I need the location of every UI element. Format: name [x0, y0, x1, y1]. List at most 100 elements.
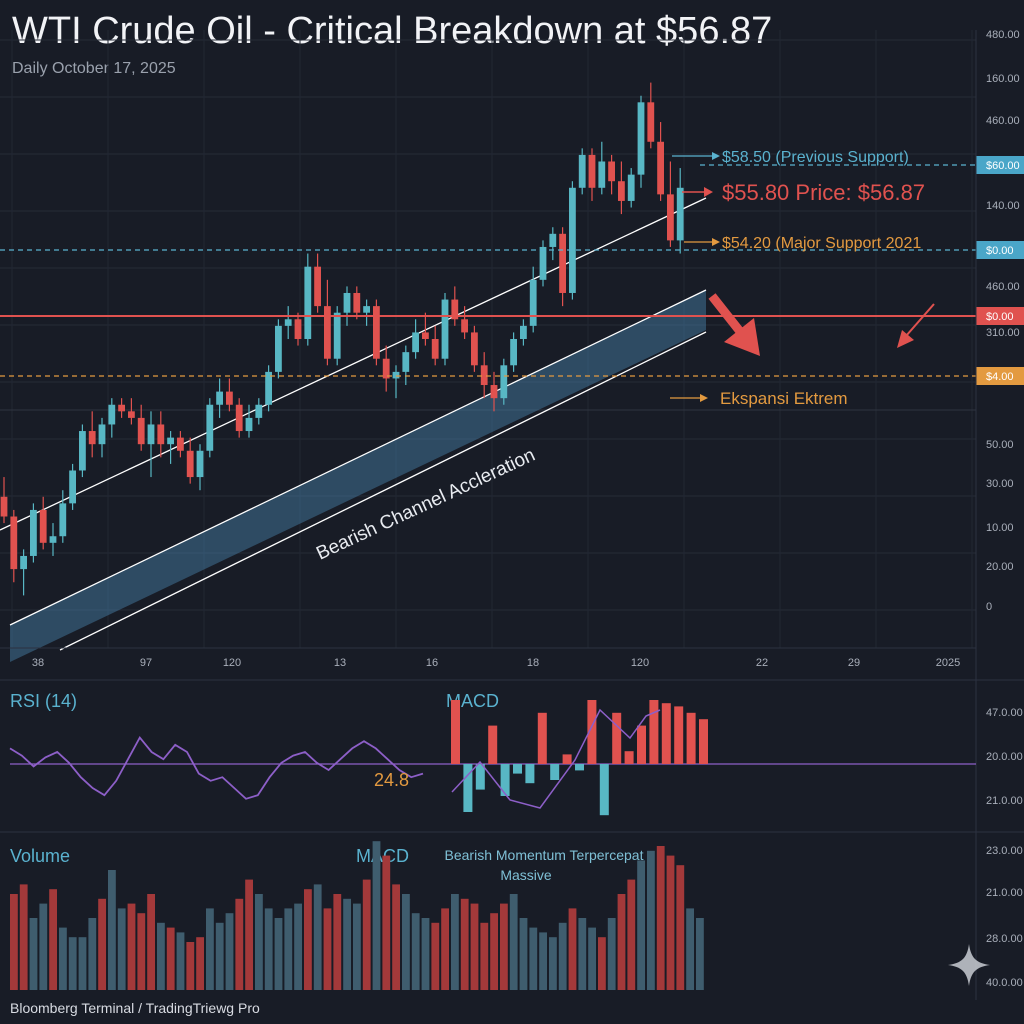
rsi-title: RSI (14): [10, 691, 77, 711]
candle-body: [647, 102, 655, 142]
macd-bar: [661, 703, 671, 764]
volume-bar: [117, 908, 126, 990]
level-label-previous-support: $58.50 (Previous Support): [722, 149, 909, 166]
volume-bar: [578, 918, 587, 990]
y-tick-label: 460.00: [986, 115, 1020, 127]
price-tag-text: $0.00: [986, 311, 1014, 323]
macd-bar: [550, 764, 560, 780]
candle-body: [392, 371, 400, 379]
candle-body: [373, 306, 380, 359]
volume-bar: [59, 927, 67, 990]
candle-body: [353, 292, 361, 313]
x-tick-label: 18: [527, 657, 539, 669]
candle-body: [118, 404, 125, 412]
candle-body: [304, 266, 312, 339]
candle-body: [324, 306, 331, 359]
price-tag-text: $60.00: [986, 160, 1020, 172]
x-tick-label: 29: [848, 657, 860, 669]
candle-body: [284, 319, 292, 326]
candle-body: [333, 312, 341, 359]
y-tick-label: 0: [986, 601, 992, 613]
macd-bar: [513, 764, 522, 774]
volume-bar: [29, 918, 38, 990]
candle-body: [618, 181, 625, 201]
candle-body: [402, 352, 410, 372]
volume-bar: [598, 937, 606, 990]
candle-body: [559, 233, 566, 293]
volume-bar: [343, 898, 351, 990]
volume-bar: [588, 927, 596, 990]
volume-bar: [382, 855, 391, 990]
price-tag-text: $4.00: [986, 371, 1014, 383]
volume-bar: [304, 889, 312, 990]
y-tick-label: 50.00: [986, 439, 1014, 451]
candle-body: [451, 299, 459, 320]
macd-bar: [562, 754, 572, 764]
volume-y-tick-label: 23.0.00: [986, 845, 1023, 857]
volume-bar: [411, 913, 420, 990]
channel-band: [10, 290, 706, 662]
macd-bar: [649, 700, 659, 764]
candle-body: [177, 437, 184, 451]
candle-body: [441, 299, 449, 359]
volume-bar: [147, 894, 155, 990]
candle-body: [480, 365, 488, 386]
volume-bar: [323, 908, 332, 990]
volume-bar: [617, 894, 626, 990]
volume-bar: [98, 898, 106, 990]
price-tag-bg: [976, 156, 1024, 174]
volume-bar: [68, 937, 77, 990]
volume-bar: [186, 942, 195, 990]
candle-body: [422, 332, 429, 339]
volume-bar: [421, 918, 430, 990]
macd-bar: [463, 764, 473, 812]
macd-bar: [686, 712, 696, 764]
volume-bar: [647, 850, 655, 990]
candle-body: [216, 391, 223, 405]
rsi-y-tick-label: 21.0.00: [986, 795, 1023, 807]
candle-body: [598, 161, 606, 188]
y-tick-label: 310.00: [986, 327, 1020, 339]
x-tick-label: 120: [631, 657, 649, 669]
x-tick-label: 38: [32, 657, 44, 669]
candle-body: [294, 319, 302, 339]
volume-bar: [108, 870, 116, 990]
volume-bar: [225, 913, 234, 990]
rsi-y-tick-label: 47.0.00: [986, 707, 1023, 719]
volume-bar: [294, 903, 302, 990]
volume-bar: [392, 884, 400, 990]
candle-body: [578, 154, 586, 188]
candle-body: [431, 339, 439, 359]
secondary-arrowhead: [897, 330, 914, 348]
x-tick-label: 2025: [936, 657, 960, 669]
price-levels: $58.50 (Previous Support) $55.80 Price: $…: [0, 149, 1024, 408]
volume-bar: [696, 918, 704, 990]
macd-bar: [587, 700, 597, 764]
candle-body: [147, 424, 155, 445]
candle-body: [500, 365, 508, 399]
y-tick-label: 460.00: [986, 281, 1020, 293]
candle-body: [343, 292, 351, 313]
extension-arrowhead: [700, 394, 708, 402]
level-label-price: $55.80 Price: $56.87: [722, 180, 925, 205]
grid-lines: [0, 30, 976, 648]
candle-body: [98, 424, 106, 445]
volume-bar: [480, 922, 489, 990]
macd-bar: [637, 725, 646, 764]
volume-bar: [19, 884, 28, 990]
secondary-arrow-shaft: [905, 303, 935, 337]
volume-bar: [10, 894, 18, 990]
macd-bar: [500, 764, 510, 796]
volume-bar: [607, 918, 616, 990]
volume-bar: [656, 846, 665, 990]
level-arrowhead-price: [704, 187, 713, 197]
macd-signal-line: [451, 708, 661, 809]
candle-body: [539, 246, 547, 280]
channel-upper-line: [0, 197, 707, 531]
volume-title: Volume: [10, 846, 70, 866]
macd-panel: MACD: [446, 691, 708, 816]
volume-bar: [166, 927, 175, 990]
volume-bar: [313, 884, 322, 990]
